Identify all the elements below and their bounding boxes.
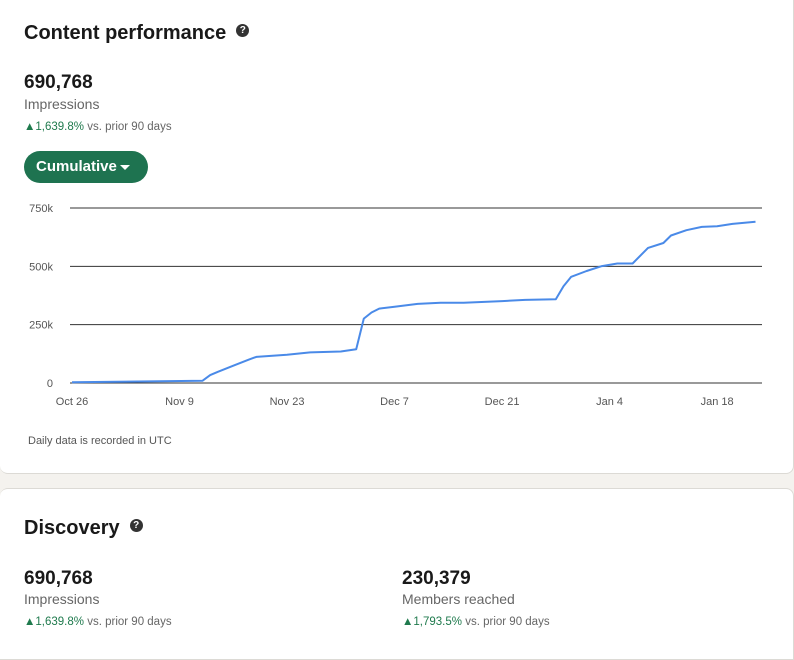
discovery-title: Discovery? [24, 517, 143, 540]
up-triangle-icon: ▲ [24, 616, 36, 628]
impressions-label: Impressions [24, 96, 100, 112]
x-tick-label: Jan 18 [701, 396, 734, 408]
impressions-delta: ▲1,639.8% vs. prior 90 days [24, 121, 172, 133]
question-circle-icon[interactable]: ? [236, 24, 250, 38]
y-tick-label: 750k [29, 203, 53, 215]
impressions-line [71, 220, 756, 384]
x-tick-label: Jan 4 [596, 396, 623, 408]
question-circle-icon[interactable]: ? [129, 519, 143, 533]
discovery-card: Discovery? 690,768 Impressions ▲1,639.8%… [0, 488, 794, 660]
up-triangle-icon: ▲ [24, 121, 36, 133]
members-reached-label: Members reached [402, 591, 515, 607]
utc-note: Daily data is recorded in UTC [28, 435, 172, 447]
y-tick-label: 250k [29, 320, 53, 332]
discovery-impressions-delta: ▲1,639.8% vs. prior 90 days [24, 616, 172, 628]
x-tick-label: Nov 23 [270, 396, 305, 408]
x-tick-label: Dec 21 [485, 396, 520, 408]
x-tick-label: Oct 26 [56, 396, 88, 408]
caret-down-icon [119, 164, 130, 170]
content-performance-card: Content performance? 690,768 Impressions… [0, 0, 794, 474]
up-triangle-icon: ▲ [402, 616, 414, 628]
x-tick-label: Dec 7 [380, 396, 409, 408]
y-tick-label: 0 [47, 378, 53, 390]
cumulative-dropdown[interactable]: Cumulative [24, 151, 148, 183]
content-performance-title: Content performance? [24, 22, 250, 45]
members-reached-delta: ▲1,793.5% vs. prior 90 days [402, 616, 550, 628]
impressions-value: 690,768 [24, 72, 93, 93]
members-reached-value: 230,379 [402, 568, 471, 589]
impressions-chart: 0 250k 500k 750k Oct 26 Nov 9 Nov 23 Dec 7 Dec 2… [29, 203, 762, 408]
discovery-impressions-label: Impressions [24, 591, 100, 607]
x-tick-label: Nov 9 [165, 396, 194, 408]
discovery-impressions-value: 690,768 [24, 568, 93, 589]
y-tick-label: 500k [29, 261, 53, 273]
